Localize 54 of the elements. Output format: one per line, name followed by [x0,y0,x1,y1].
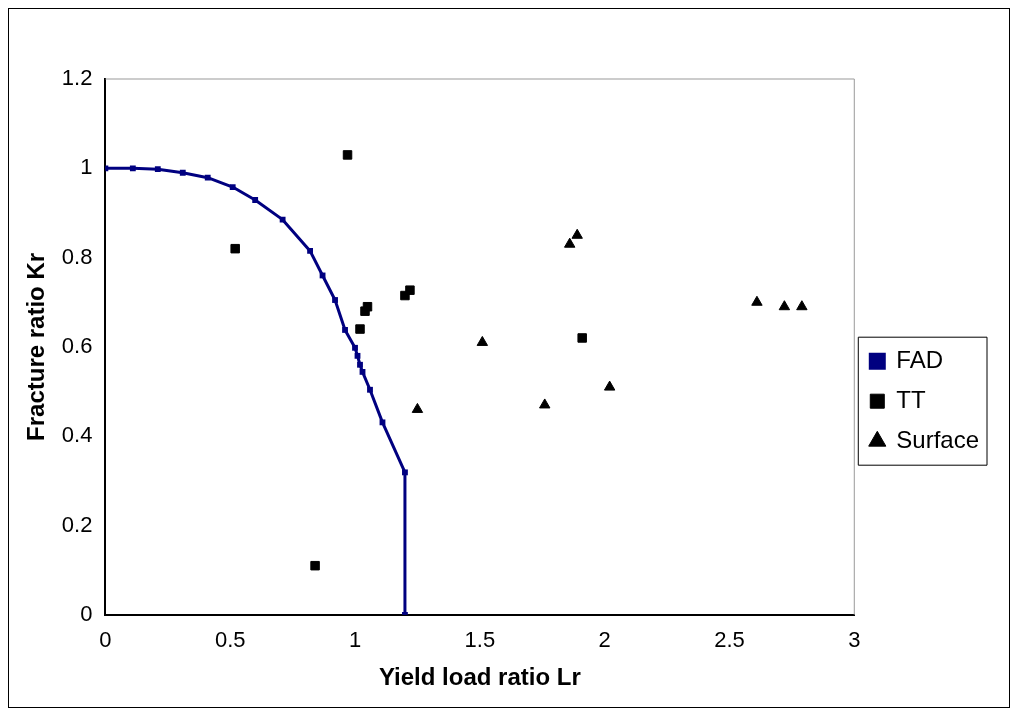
point [362,301,373,312]
y-tick-label: 0 [80,600,93,626]
point [411,402,424,413]
legend-label: Surface [896,425,980,453]
x-tick-label: 3 [848,627,861,653]
point [367,386,373,393]
point [355,324,365,334]
legend-label: TT [896,385,926,413]
point [402,469,408,476]
point [204,174,211,181]
point [179,169,186,176]
y-tick-label: 0.2 [61,511,93,537]
point [476,335,489,346]
legend-label: FAD [896,345,943,373]
point [796,300,808,311]
point [307,247,313,254]
point [751,295,763,306]
x-tick-label: 1.5 [464,627,496,653]
point [332,297,338,303]
point [252,197,259,203]
point [357,361,363,368]
point [129,165,136,172]
point [577,333,587,343]
point [402,611,408,615]
y-tick-label: 0.8 [61,243,93,269]
point [354,352,361,359]
y-tick-label: 1 [80,154,93,180]
y-tick-label: 0.6 [61,332,93,358]
point [778,300,791,311]
point [229,184,236,190]
point [310,560,320,571]
x-tick-label: 0 [99,627,112,653]
point [352,344,358,351]
x-tick-label: 1 [348,627,362,653]
point [379,419,386,426]
x-tick-label: 2 [598,627,611,653]
x-tick-label: 0.5 [214,627,246,653]
point [603,380,616,391]
point [230,243,240,254]
point [319,272,326,279]
point [342,327,348,333]
y-tick-label: 0.4 [61,422,93,448]
x-tick-label: 2.5 [714,627,745,653]
point [539,398,551,409]
point [405,285,415,295]
point [571,228,583,239]
point [279,216,286,223]
point [359,368,366,375]
x-axis-title: Yield load ratio Lr [378,663,581,691]
point [342,150,353,160]
point [564,237,576,248]
y-tick-label: 1.2 [61,65,93,91]
point [154,166,161,173]
y-axis-title: Fracture ratio Kr [22,252,50,441]
